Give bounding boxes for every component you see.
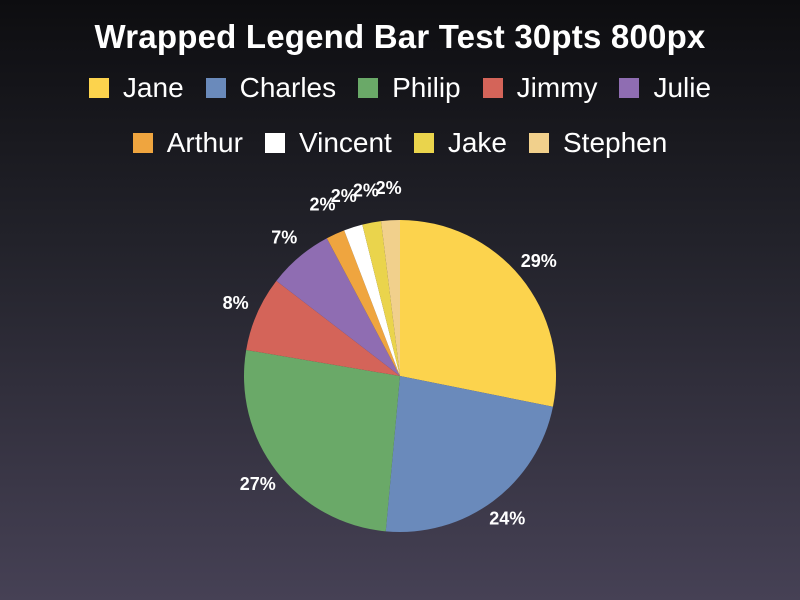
slice-value-label: 27% xyxy=(240,474,276,494)
slice-value-label: 2% xyxy=(331,186,357,206)
slice-value-label: 2% xyxy=(376,178,402,198)
legend-item-jake[interactable]: Jake xyxy=(413,127,507,159)
legend-label: Arthur xyxy=(166,127,243,158)
legend-item-vincent[interactable]: Vincent xyxy=(264,127,392,159)
legend-label: Jimmy xyxy=(516,72,598,103)
slice-value-label: 24% xyxy=(489,509,525,529)
legend-swatch xyxy=(619,78,640,98)
pie-slice-arthur[interactable] xyxy=(326,230,400,376)
legend-row: Jane Charles Philip Jimmy Julie xyxy=(0,72,800,104)
slice-value-label: 29% xyxy=(521,251,557,271)
legend-item-jane[interactable]: Jane xyxy=(88,72,184,104)
pie-slice-vincent[interactable] xyxy=(344,224,400,376)
slice-value-label: 7% xyxy=(271,228,297,248)
legend-swatch xyxy=(264,133,285,153)
legend-swatch xyxy=(413,133,434,153)
legend-label: Vincent xyxy=(298,127,392,158)
legend-swatch xyxy=(358,78,379,98)
pie-slice-stephen[interactable] xyxy=(381,220,400,376)
legend-row: Arthur Vincent Jake Stephen xyxy=(0,127,800,159)
legend-item-arthur[interactable]: Arthur xyxy=(132,127,243,159)
legend-label: Julie xyxy=(653,72,712,103)
chart-title: Wrapped Legend Bar Test 30pts 800px xyxy=(94,18,706,55)
pie-slice-julie[interactable] xyxy=(276,238,400,376)
legend-item-julie[interactable]: Julie xyxy=(619,72,711,104)
legend-swatch xyxy=(132,133,153,153)
legend-swatch xyxy=(88,78,109,98)
legend-item-jimmy[interactable]: Jimmy xyxy=(482,72,598,104)
slice-value-label: 8% xyxy=(223,293,249,313)
legend-label: Jane xyxy=(122,72,184,103)
legend-item-charles[interactable]: Charles xyxy=(205,72,337,104)
pie-slice-jimmy[interactable] xyxy=(246,280,400,376)
slice-value-label: 2% xyxy=(353,181,379,201)
legend-swatch xyxy=(528,133,549,153)
pie-slice-charles[interactable] xyxy=(385,376,553,532)
legend-item-stephen[interactable]: Stephen xyxy=(528,127,668,159)
legend-swatch xyxy=(205,78,226,98)
slice-value-label: 2% xyxy=(309,194,335,214)
legend-label: Philip xyxy=(392,72,461,103)
legend-label: Stephen xyxy=(562,127,668,158)
legend-label: Jake xyxy=(447,127,507,158)
legend-swatch xyxy=(482,78,503,98)
legend-label: Charles xyxy=(239,72,337,103)
pie-slice-jane[interactable] xyxy=(400,220,556,407)
pie-slice-jake[interactable] xyxy=(362,221,400,376)
legend-item-philip[interactable]: Philip xyxy=(358,72,461,104)
pie-slice-philip[interactable] xyxy=(244,349,400,532)
